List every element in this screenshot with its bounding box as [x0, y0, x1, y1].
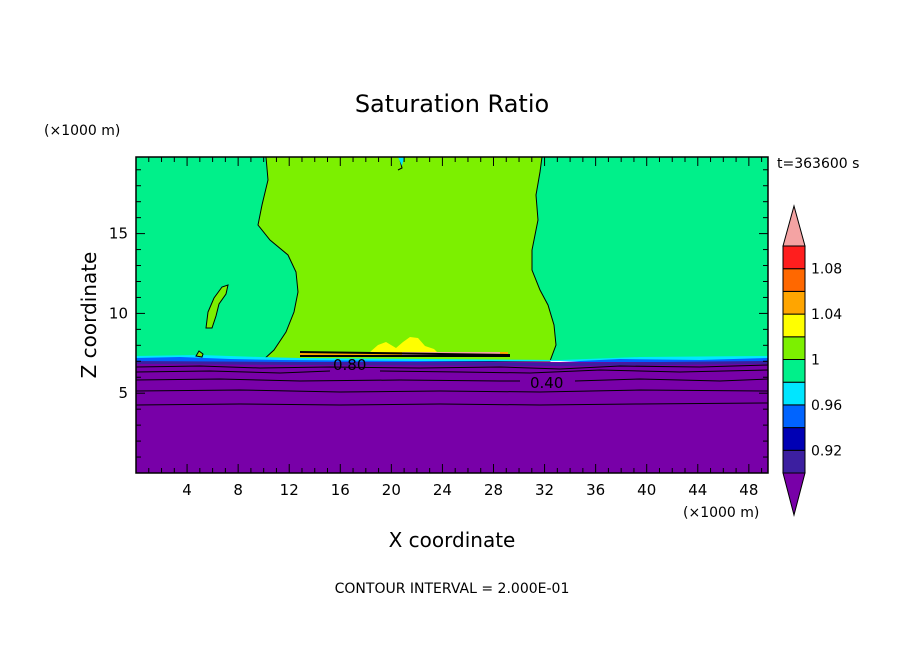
region-cloud-top-peak — [370, 337, 438, 354]
contour-label-1: 0.40 — [530, 374, 563, 392]
x-tick-label: 36 — [586, 481, 605, 499]
colorbar-swatch — [782, 381, 806, 406]
x-tick-label: 16 — [331, 481, 350, 499]
region-blue-edge — [136, 357, 768, 363]
colorbar-swatch — [782, 359, 806, 383]
plot-area: 0.80 0.40 — [135, 156, 769, 474]
colorbar-swatch — [782, 268, 806, 292]
region-tiny-spot — [398, 157, 404, 166]
y-tick-label: 5 — [118, 384, 128, 402]
colorbar-label: 0.92 — [811, 443, 842, 459]
colorbar-label: 0.96 — [811, 398, 842, 414]
x-tick-label: 20 — [382, 481, 401, 499]
colorbar-label: 1.04 — [811, 307, 842, 323]
colorbar-swatch — [782, 336, 806, 360]
x-unit-label: (×1000 m) — [683, 505, 759, 521]
region-lower-dry-layer — [136, 362, 768, 473]
chart-title: Saturation Ratio — [355, 90, 549, 118]
contour-lines — [135, 159, 769, 406]
colorbar-upper-extend — [782, 204, 806, 247]
region-indigo-band — [136, 361, 768, 366]
colorbar-label: 1 — [811, 353, 820, 369]
x-tick-label: 32 — [535, 481, 554, 499]
x-tick-label: 24 — [433, 481, 452, 499]
x-axis-title: X coordinate — [389, 528, 516, 552]
contour-interval-footer: CONTOUR INTERVAL = 2.000E-01 — [335, 581, 570, 597]
region-bump-left — [195, 350, 204, 358]
x-tick-label: 12 — [280, 481, 299, 499]
colorbar-swatch — [782, 449, 806, 474]
y-unit-label: (×1000 m) — [44, 123, 120, 139]
colorbar-swatch — [782, 404, 806, 429]
x-tick-label: 48 — [739, 481, 758, 499]
region-small-island — [205, 284, 229, 329]
colorbar-label: 1.08 — [811, 262, 842, 278]
colorbar: 0.92 0.96 1 1.04 1.08 — [782, 204, 842, 517]
y-axis-title: Z coordinate — [77, 252, 101, 379]
x-tick-label: 4 — [182, 481, 192, 499]
plot-frame — [135, 156, 769, 474]
x-tick-label: 8 — [233, 481, 243, 499]
region-central-plume — [257, 156, 557, 362]
time-label: t=363600 s — [777, 156, 859, 172]
y-tick-label: 10 — [109, 304, 128, 322]
colorbar-swatch — [782, 313, 806, 338]
x-tick-label: 44 — [688, 481, 707, 499]
colorbar-swatch — [782, 290, 806, 315]
x-tick-label: 40 — [637, 481, 656, 499]
colorbar-swatch — [782, 245, 806, 270]
contour-label-0: 0.80 — [333, 356, 366, 374]
y-tick-label: 15 — [109, 225, 128, 243]
colorbar-lower-extend — [782, 472, 806, 517]
x-tick-label: 28 — [484, 481, 503, 499]
colorbar-swatch — [782, 427, 806, 451]
